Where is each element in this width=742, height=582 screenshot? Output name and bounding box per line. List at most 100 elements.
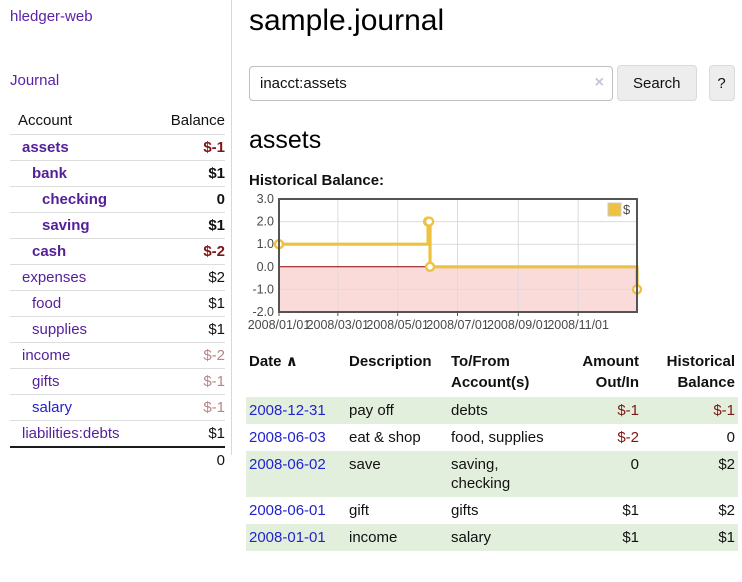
svg-text:$: $ (623, 202, 631, 217)
date-link[interactable]: 2008-06-03 (249, 429, 326, 446)
table-row: 2008-06-02 save saving, checking 0 $2 (246, 451, 738, 497)
account-link[interactable]: income (22, 347, 71, 364)
transaction-accounts: gifts (451, 502, 479, 519)
account-row: liabilities:debts $1 (10, 420, 225, 447)
main-panel: sample.journal × Search ? assets Histori… (232, 0, 742, 582)
help-button[interactable]: ? (708, 65, 735, 101)
register-header-amount: Amount Out/In (582, 353, 639, 391)
app-title-link[interactable]: hledger-web (10, 8, 93, 25)
account-row: salary $-1 (10, 394, 225, 421)
sidebar-item-journal[interactable]: Journal (10, 72, 60, 89)
date-link[interactable]: 2008-06-02 (249, 456, 326, 473)
register-header-balance: Historical Balance (666, 353, 735, 391)
accounts-header-balance: Balance (170, 112, 225, 129)
account-link[interactable]: food (32, 295, 62, 312)
account-row: expenses $2 (10, 264, 225, 291)
table-row: 2008-01-01 income salary $1 $1 (246, 524, 738, 551)
svg-text:2008/01/01: 2008/01/01 (248, 318, 311, 332)
svg-text:2008/09/01: 2008/09/01 (487, 318, 550, 332)
svg-text:2008/07/01: 2008/07/01 (426, 318, 489, 332)
account-row: bank $1 (10, 160, 225, 187)
svg-text:2008/03/01: 2008/03/01 (307, 318, 370, 332)
transaction-balance: $2 (718, 456, 735, 473)
account-link[interactable]: expenses (22, 269, 87, 286)
account-row: checking 0 (10, 186, 225, 213)
sidebar: hledger-web Journal Account Balance asse… (0, 0, 232, 473)
account-balance: $1 (150, 212, 225, 239)
account-link[interactable]: saving (42, 217, 90, 234)
account-row: cash $-2 (10, 238, 225, 265)
account-row: income $-2 (10, 342, 225, 369)
page-title: sample.journal (249, 4, 445, 37)
historical-balance-chart: 3.0 2.0 1.0 0.0 -1.0 -2.02008/01/012008/03/01… (248, 192, 643, 332)
svg-text:-1.0: -1.0 (252, 282, 274, 296)
account-link[interactable]: salary (32, 399, 73, 416)
transaction-amount: $-2 (617, 429, 639, 446)
account-balance: $1 (150, 420, 225, 447)
search-input[interactable] (249, 65, 613, 101)
account-balance: $-2 (150, 342, 225, 369)
account-balance: $-1 (150, 368, 225, 395)
account-balance: $1 (150, 316, 225, 343)
date-link[interactable]: 2008-12-31 (249, 402, 326, 419)
account-balance: $-2 (150, 238, 225, 265)
svg-text:0.0: 0.0 (257, 260, 274, 274)
search-bar: × Search ? (249, 65, 742, 101)
transaction-amount: $1 (622, 529, 639, 546)
account-row: food $1 (10, 290, 225, 317)
svg-text:-2.0: -2.0 (252, 305, 274, 319)
account-link[interactable]: cash (32, 243, 67, 260)
transaction-description: pay off (349, 402, 394, 419)
account-row: assets $-1 (10, 134, 225, 161)
account-balance: 0 (150, 186, 225, 213)
account-heading: assets (249, 126, 322, 154)
account-row: saving $1 (10, 212, 225, 239)
account-row: supplies $1 (10, 316, 225, 343)
transaction-balance: $1 (718, 529, 735, 546)
account-row: gifts $-1 (10, 368, 225, 395)
table-row: 2008-06-03 eat & shop food, supplies $-2… (246, 424, 738, 451)
date-link[interactable]: 2008-06-01 (249, 502, 326, 519)
accounts-header-account: Account (18, 112, 73, 129)
account-balance: $1 (150, 290, 225, 317)
svg-text:3.0: 3.0 (257, 192, 274, 206)
accounts-table: Account Balance assets $-1 bank $1 check… (10, 109, 225, 473)
accounts-total: 0 (150, 446, 225, 473)
date-link[interactable]: 2008-01-01 (249, 529, 326, 546)
transaction-accounts: saving, checking (451, 456, 511, 492)
chart-title: Historical Balance: (249, 172, 385, 189)
sort-ascending-icon: ∧ (285, 353, 298, 370)
transaction-balance: $2 (718, 502, 735, 519)
transaction-accounts: food, supplies (451, 429, 544, 446)
register-header-date[interactable]: Date ∧ (249, 353, 298, 370)
account-balance: $-1 (150, 394, 225, 421)
account-link[interactable]: assets (22, 139, 69, 156)
svg-text:2008/11/01: 2008/11/01 (547, 318, 609, 332)
transaction-description: gift (349, 502, 370, 519)
account-link[interactable]: bank (32, 165, 68, 182)
account-link[interactable]: supplies (32, 321, 88, 338)
register-header-description: Description (349, 353, 432, 370)
transaction-amount: 0 (630, 456, 639, 473)
transaction-description: income (349, 529, 398, 546)
search-button[interactable]: Search (617, 65, 697, 101)
table-row: 2008-06-01 gift gifts $1 $2 (246, 497, 738, 524)
transaction-accounts: salary (451, 529, 492, 546)
transaction-description: save (349, 456, 381, 473)
transaction-balance: $-1 (713, 402, 735, 419)
svg-text:2.0: 2.0 (257, 215, 274, 229)
clear-search-icon[interactable]: × (594, 73, 604, 91)
svg-text:1.0: 1.0 (257, 237, 274, 251)
transaction-amount: $-1 (617, 402, 639, 419)
account-balance: $-1 (150, 134, 225, 161)
table-row: 2008-12-31 pay off debts $-1 $-1 (246, 397, 738, 424)
account-link[interactable]: gifts (32, 373, 60, 390)
transaction-amount: $1 (622, 502, 639, 519)
transaction-description: eat & shop (349, 429, 421, 446)
account-link[interactable]: checking (42, 191, 108, 208)
account-link[interactable]: liabilities:debts (22, 425, 120, 442)
transaction-balance: 0 (726, 429, 735, 446)
account-balance: $1 (150, 160, 225, 187)
transaction-accounts: debts (451, 402, 488, 419)
svg-text:2008/05/01: 2008/05/01 (366, 318, 429, 332)
